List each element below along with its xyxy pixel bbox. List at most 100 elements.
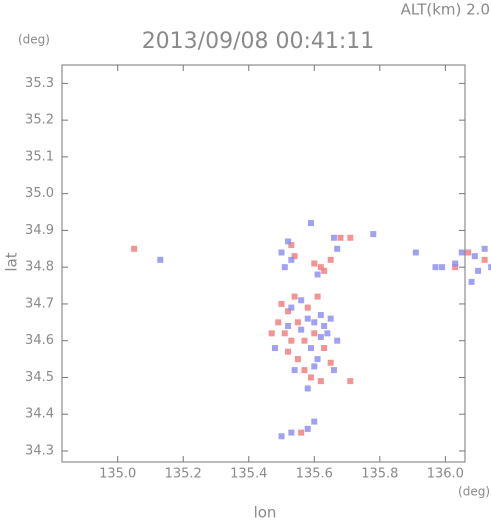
plot-frame [61,64,466,463]
data-point [311,260,318,267]
data-point [458,249,465,256]
data-point [317,378,324,385]
data-point [330,367,337,374]
y-tick-label: 34.7 [25,296,54,311]
x-tick-label: 136.0 [427,467,464,482]
x-tick-label: 135.6 [296,467,333,482]
data-point [327,256,334,263]
data-point [304,385,311,392]
data-point [298,429,305,436]
y-unit: (deg) [18,33,50,47]
data-point [304,304,311,311]
x-tick-label: 135.8 [361,467,398,482]
data-point [347,234,354,241]
data-point [268,330,275,337]
data-point [327,315,334,322]
data-point [291,253,298,260]
data-point [294,356,301,363]
y-tick-label: 35.1 [25,149,54,164]
data-point [324,330,331,337]
data-point [311,363,318,370]
data-point [285,322,292,329]
data-point [330,234,337,241]
data-point [288,256,295,263]
y-tick-label: 35.2 [25,113,54,128]
data-point [412,249,419,256]
data-point [301,337,308,344]
data-point [304,425,311,432]
data-point [271,345,278,352]
data-point [465,249,472,256]
data-point [294,319,301,326]
data-point [314,356,321,363]
data-point [308,345,315,352]
data-point [314,293,321,300]
x-tick-label: 135.0 [99,467,136,482]
data-point [278,433,285,440]
y-tick-label: 34.6 [25,333,54,348]
data-point [468,278,475,285]
data-point [278,249,285,256]
data-point [301,367,308,374]
data-point [311,418,318,425]
data-point [481,256,488,263]
data-point [337,234,344,241]
data-point [321,267,328,274]
chart-title: 2013/09/08 00:41:11 [142,29,375,54]
data-point [481,245,488,252]
data-point [475,267,482,274]
data-point [281,330,288,337]
data-point [471,253,478,260]
data-point [275,319,282,326]
data-point [131,245,138,252]
data-point [439,264,446,271]
y-tick-label: 34.5 [25,370,54,385]
x-tick-label: 135.4 [230,467,267,482]
data-point [311,319,318,326]
data-point [452,264,459,271]
x-tick-label: 135.2 [165,467,202,482]
data-point [311,330,318,337]
y-tick-label: 34.3 [25,443,54,458]
data-point [317,311,324,318]
data-point [334,245,341,252]
data-point [327,359,334,366]
data-point [281,264,288,271]
data-point [317,264,324,271]
data-point [291,293,298,300]
data-point [298,297,305,304]
y-tick-label: 34.4 [25,407,54,422]
data-point [157,256,164,263]
data-point [432,264,439,271]
y-tick-label: 34.8 [25,260,54,275]
data-point [298,326,305,333]
altitude-label: ALT(km) 2.0 [401,1,490,19]
data-point [285,308,292,315]
data-point [288,242,295,249]
y-tick-label: 34.9 [25,223,54,238]
data-point [321,345,328,352]
data-point [288,304,295,311]
data-point [317,334,324,341]
data-point [488,264,491,271]
data-point [370,231,377,238]
data-point [291,367,298,374]
data-point [288,337,295,344]
y-tick-label: 35.3 [25,76,54,91]
data-point [347,378,354,385]
data-point [334,337,341,344]
data-point [308,374,315,381]
x-axis-label: lon [254,504,277,521]
data-point [452,260,459,267]
y-axis-label: lat [3,252,21,271]
data-point [304,315,311,322]
data-point [285,348,292,355]
y-tick-label: 35.0 [25,186,54,201]
x-unit: (deg) [458,485,490,499]
data-point [321,322,328,329]
data-point [288,429,295,436]
data-point [285,238,292,245]
data-point [308,220,315,227]
data-point [314,271,321,278]
